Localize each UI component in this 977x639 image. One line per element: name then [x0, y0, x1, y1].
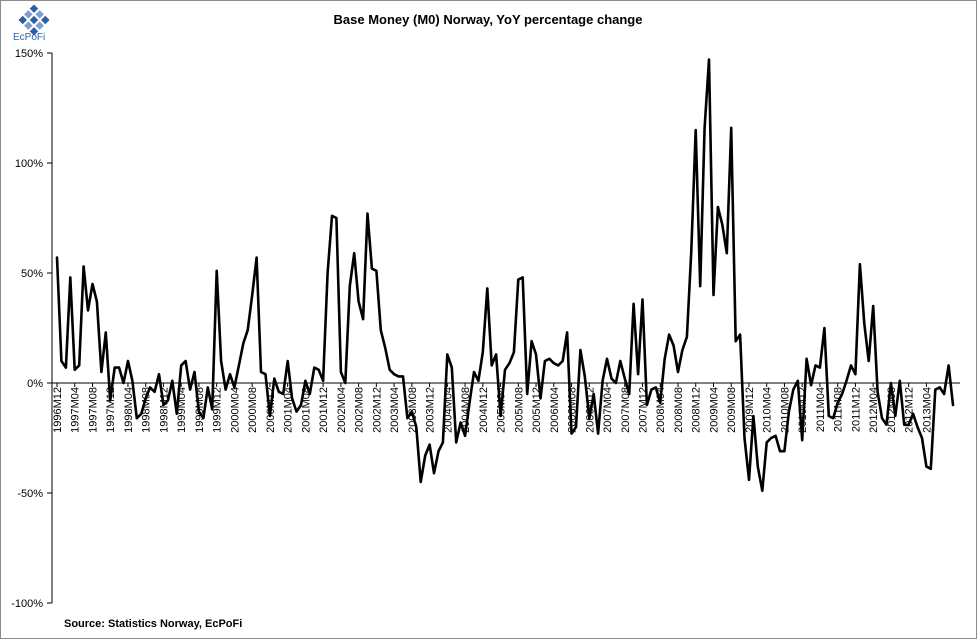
x-tick-label: 2006M04 — [549, 387, 561, 433]
x-tick-label: 2011M08 — [833, 387, 845, 432]
x-tick-label: 2009M04 — [708, 387, 720, 433]
y-tick-label: 50% — [21, 268, 43, 280]
x-tick-label: 2002M12 — [371, 387, 383, 433]
x-tick-label: 2001M12 — [318, 387, 330, 433]
y-tick-label: -50% — [17, 488, 43, 500]
y-tick-label: 0% — [27, 378, 43, 390]
x-tick-label: 2002M08 — [354, 387, 366, 433]
logo-text: EcPoFi — [13, 32, 46, 43]
x-tick-label: 1998M08 — [141, 387, 153, 433]
x-tick-label: 2008M12 — [691, 387, 703, 433]
x-tick-label: 2007M04 — [602, 387, 614, 433]
x-tick-label: 2012M12 — [904, 387, 916, 433]
x-tick-label: 2000M08 — [247, 387, 259, 433]
y-tick-label: -100% — [11, 598, 43, 610]
x-tick-label: 2011M12 — [850, 387, 862, 432]
chart-title: Base Money (M0) Norway, YoY percentage c… — [334, 12, 643, 27]
x-tick-label: 2005M08 — [513, 387, 525, 433]
x-tick-label: 2011M04 — [815, 387, 827, 432]
x-tick-label: 1996M12 — [52, 387, 64, 433]
x-tick-label: 1997M12 — [105, 387, 117, 433]
x-tick-label: 2003M04 — [389, 387, 401, 433]
x-tick-label: 1997M04 — [70, 387, 82, 433]
x-tick-label: 2009M08 — [726, 387, 738, 433]
source-note: Source: Statistics Norway, EcPoFi — [64, 618, 242, 630]
x-tick-label: 2013M04 — [921, 387, 933, 433]
x-tick-label: 2000M04 — [229, 387, 241, 433]
ecpofi-logo — [18, 4, 50, 36]
x-tick-label: 1997M08 — [87, 387, 99, 433]
y-tick-label: 100% — [15, 158, 43, 170]
x-axis: 1996M12 1997M04 1997M08 1997M12 1998M04 1998M… — [52, 382, 960, 433]
x-tick-label: 2002M04 — [336, 387, 348, 433]
x-tick-label: 2003M12 — [425, 387, 437, 433]
y-tick-label: 150% — [15, 48, 43, 60]
x-tick-label: 2012M04 — [868, 387, 880, 433]
x-tick-label: 2004M12 — [478, 387, 490, 433]
series-group — [55, 58, 955, 493]
x-tick-label: 1998M04 — [123, 387, 135, 433]
x-tick-label: 2007M08 — [620, 387, 632, 433]
y-axis: 150% 100% 50% 0% -50% -100% — [11, 48, 53, 610]
x-tick-label: 1999M12 — [212, 387, 224, 433]
series-line — [55, 58, 955, 493]
x-tick-label: 2008M08 — [673, 387, 685, 433]
x-tick-label: 2010M04 — [762, 387, 774, 433]
